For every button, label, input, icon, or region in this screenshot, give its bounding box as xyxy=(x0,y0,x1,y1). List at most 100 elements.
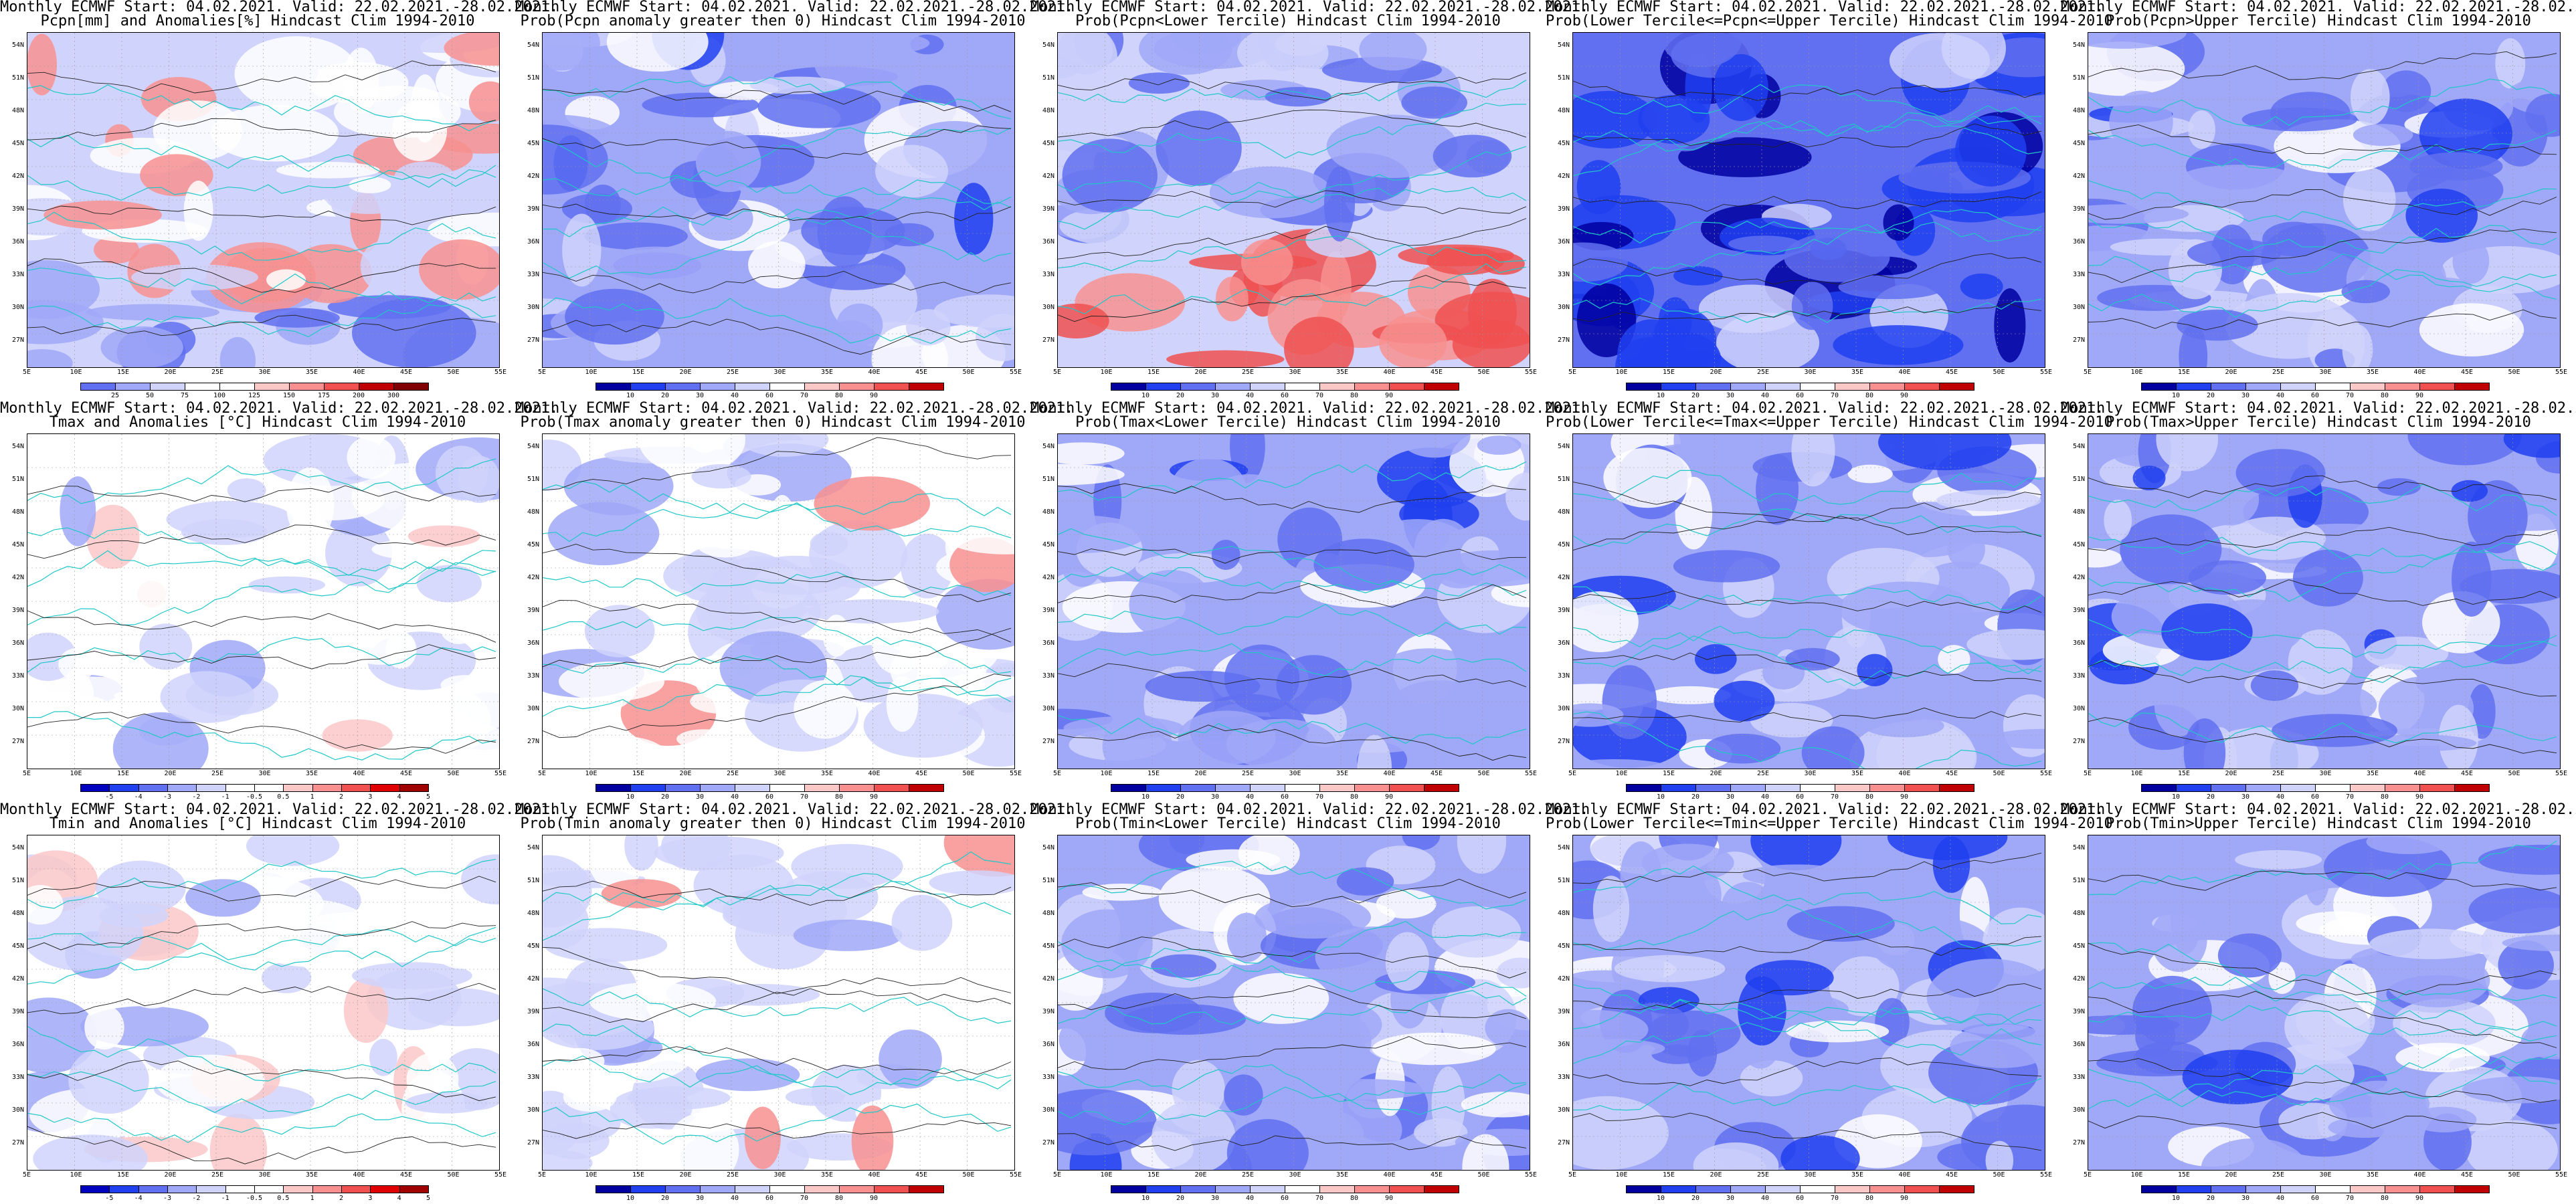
field-blob xyxy=(2419,303,2524,357)
colorbar-segment xyxy=(1319,1185,1355,1193)
panel-title-line2: Prob(Lower Tercile<=Pcpn<=Upper Tercile)… xyxy=(1546,13,2113,29)
field-blob xyxy=(1156,110,1242,186)
field-blob xyxy=(2132,466,2166,491)
field-blob xyxy=(2161,603,2253,661)
colorbar-segment xyxy=(1869,1185,1905,1193)
panel-title-line1: Monthly ECMWF Start: 04.02.2021. Valid: … xyxy=(1030,0,1589,15)
colorbar-segment xyxy=(1145,784,1181,792)
colorbar-segment xyxy=(1800,383,1835,391)
field-blob xyxy=(234,36,359,112)
field-blob xyxy=(1284,316,1354,367)
field-blob xyxy=(695,130,761,193)
lon-tick-label: 55E xyxy=(1010,770,1022,777)
colorbar-segment xyxy=(735,784,770,792)
lon-tick-label: 20E xyxy=(679,770,692,777)
lon-tick-label: 55E xyxy=(2040,1171,2053,1179)
field-blob xyxy=(891,434,974,452)
colorbar-segment xyxy=(665,383,701,391)
field-blob xyxy=(440,675,491,696)
lon-tick-label: 35E xyxy=(821,1171,834,1179)
coastline xyxy=(1573,470,2042,505)
colorbar-label: 150 xyxy=(282,392,296,399)
colorbar-label: 90 xyxy=(869,392,879,399)
lon-tick-label: 5E xyxy=(1568,770,1577,777)
coastline xyxy=(2088,544,2557,602)
field-blob xyxy=(749,76,846,94)
lon-tick-label: 30E xyxy=(258,1171,271,1179)
lat-tick-label: 51N xyxy=(1042,877,1055,884)
lat-tick-label: 30N xyxy=(1558,304,1570,311)
contour-line xyxy=(2088,870,2557,891)
lat-tick-label: 36N xyxy=(12,1041,25,1048)
lat-tick-label: 30N xyxy=(1042,705,1055,712)
lat-tick-label: 54N xyxy=(1042,443,1055,450)
colorbar-segment xyxy=(167,1185,197,1193)
colorbar-segment xyxy=(2350,784,2385,792)
colorbar-label: 2 xyxy=(339,1195,344,1202)
lon-tick-label: 40E xyxy=(353,369,365,376)
contour-line xyxy=(543,627,1012,668)
lon-tick-label: 55E xyxy=(2040,770,2053,777)
field-blob xyxy=(793,919,903,951)
colorbar-label: 70 xyxy=(1315,793,1324,801)
contour-line xyxy=(543,599,1012,643)
colorbar-label: 40 xyxy=(730,1195,739,1202)
coastline xyxy=(27,859,496,909)
lat-tick-label: 45N xyxy=(1558,942,1570,950)
contour-line xyxy=(543,437,1012,491)
field-blob xyxy=(1829,956,1900,1017)
field-blob xyxy=(27,33,57,96)
colorbar-label: 70 xyxy=(800,1195,809,1202)
field-blob xyxy=(2525,93,2560,137)
colorbar: 25 50 75 100 125 150 175 200 300 xyxy=(80,383,429,399)
lon-tick-label: 15E xyxy=(1663,770,1675,777)
field-blob xyxy=(794,680,857,739)
colorbar-label: -5 xyxy=(105,793,114,801)
field-blob xyxy=(1265,86,1331,107)
contour-line xyxy=(2088,309,2557,330)
field-blob xyxy=(2147,835,2253,883)
field-blob xyxy=(2088,41,2185,96)
coastline xyxy=(2088,536,2557,561)
lat-tick-label: 45N xyxy=(2073,942,2086,950)
field-blob xyxy=(1786,1020,1890,1043)
colorbar-segment xyxy=(1389,784,1424,792)
colorbar-label: 80 xyxy=(2380,392,2389,399)
colorbar-label: 60 xyxy=(765,1195,774,1202)
field-blob xyxy=(1602,665,1657,740)
field-blob xyxy=(1728,235,1801,252)
lon-tick-label: 35E xyxy=(2367,369,2379,376)
colorbar-segment xyxy=(2315,784,2351,792)
lon-tick-label: 50E xyxy=(1477,1171,1490,1179)
field-blob xyxy=(407,525,481,547)
colorbar-label: 20 xyxy=(1176,392,1185,399)
lat-tick-label: 48N xyxy=(1042,910,1055,917)
field-blob xyxy=(2407,434,2522,466)
field-blob xyxy=(1128,72,1190,94)
field-blob xyxy=(2452,541,2492,617)
colorbar-label: 60 xyxy=(1795,392,1805,399)
colorbar-label: 40 xyxy=(1245,793,1255,801)
lon-tick-label: 40E xyxy=(1898,770,1911,777)
coastline xyxy=(27,637,496,673)
field-blob xyxy=(468,81,499,122)
coastline xyxy=(1058,263,1527,314)
colorbar-label: 30 xyxy=(2241,1195,2250,1202)
colorbar-label: 80 xyxy=(2380,793,2389,801)
field-blob xyxy=(27,997,98,1074)
colorbar-segment xyxy=(1835,1185,1870,1193)
lat-tick-label: 45N xyxy=(2073,541,2086,548)
panel-title-line2: Prob(Tmin<Lower Tercile) Hindcast Clim 1… xyxy=(1075,815,1501,832)
lon-tick-label: 10E xyxy=(585,369,597,376)
coastline xyxy=(27,929,496,961)
field-blob xyxy=(385,631,417,669)
field-blob xyxy=(1678,137,1812,177)
field-blob xyxy=(2468,887,2560,934)
colorbar-label: 20 xyxy=(2206,793,2215,801)
lon-tick-label: 5E xyxy=(538,369,547,376)
colorbar-label: 125 xyxy=(248,392,261,399)
field-blob xyxy=(419,239,499,300)
lon-tick-label: 35E xyxy=(1336,369,1349,376)
lon-tick-label: 15E xyxy=(632,770,645,777)
field-blob xyxy=(757,86,881,128)
